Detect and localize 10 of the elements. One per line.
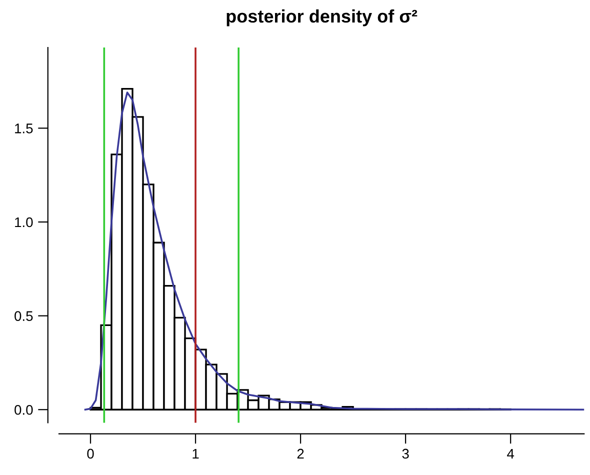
y-tick-label: 1.0 bbox=[15, 217, 33, 228]
y-tick-label: 0.0 bbox=[14, 404, 33, 415]
chart-title: posterior density of σ² bbox=[226, 9, 418, 26]
x-tick-label: 4 bbox=[507, 448, 514, 459]
x-tick-label: 1 bbox=[192, 448, 199, 459]
x-tick-label: 2 bbox=[297, 448, 304, 459]
x-tick-label: 0 bbox=[87, 448, 94, 459]
y-tick-label: 0.5 bbox=[14, 311, 33, 321]
y-tick-label: 1.5 bbox=[15, 124, 33, 134]
x-tick-label: 3 bbox=[402, 448, 409, 459]
